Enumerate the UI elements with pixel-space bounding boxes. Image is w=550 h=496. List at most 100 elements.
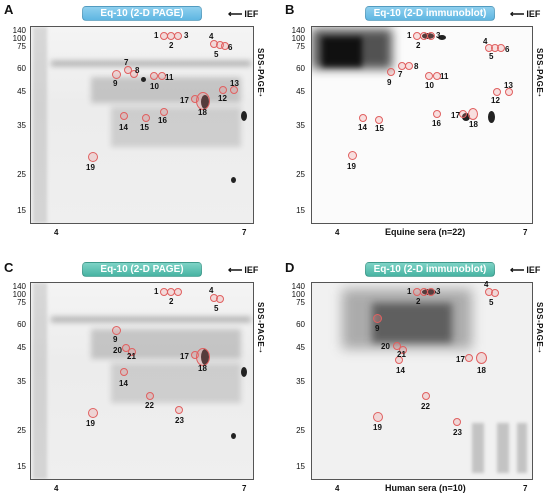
mw-label: 45 [17,343,26,352]
down-arrow-icon: ↓ [537,344,542,355]
ph-left: 4 [335,228,340,237]
mw-label: 15 [17,206,26,215]
spot-label: 3 [184,31,189,40]
panel-letter: C [4,260,14,275]
panel-letter: B [285,2,295,17]
mw-label: 25 [17,170,26,179]
mw-label: 35 [17,121,26,130]
panel-title: Eq-10 (2-D immunoblot) [365,6,495,21]
panel-c: C Eq-10 (2-D PAGE) ⟵ IEF SDS-PAGE ↓ 4 7 1… [0,248,275,496]
spot-label: 17 [456,355,465,364]
ief-label: ⟵ IEF [228,9,259,20]
spot-label: 22 [421,402,430,411]
down-arrow-icon: ↓ [258,344,263,355]
ph-left: 4 [54,228,59,237]
spot-label: 9 [113,79,118,88]
panel-caption: Equine sera (n=22) [385,227,466,237]
spot-label: 22 [145,401,154,410]
spot-label: 13 [230,79,239,88]
spot-label: 1 [407,31,412,40]
spot-label: 15 [140,123,149,132]
spot-label: 3 [436,287,441,296]
mw-label: 25 [17,426,26,435]
spot-label: 21 [397,350,406,359]
spot-label: 21 [127,352,136,361]
spot-label: 18 [469,120,478,129]
down-arrow-icon: ↓ [537,88,542,99]
mw-label: 75 [296,298,305,307]
blot-image [311,282,533,480]
gel-image [30,282,254,480]
spot-label: 13 [504,81,513,90]
spot-label: 12 [491,96,500,105]
mw-label: 35 [296,121,305,130]
spot-label: 17 [451,111,460,120]
mw-label: 100 [291,34,305,43]
mw-label: 140 [12,282,26,291]
panel-b: B Eq-10 (2-D immunoblot) ⟵ IEF SDS-PAGE ↓… [275,0,550,248]
mw-label: 35 [17,377,26,386]
ph-right: 7 [523,228,528,237]
spot-label: 6 [228,43,233,52]
spot-label: 16 [432,119,441,128]
spot-label: 23 [453,428,462,437]
spot-label: 8 [414,62,419,71]
mw-label: 100 [12,34,26,43]
spot-label: 14 [396,366,405,375]
mw-label: 140 [291,282,305,291]
mw-label: 45 [296,343,305,352]
spot-label: 9 [113,335,118,344]
spot-label: 5 [489,52,494,61]
spot-label: 5 [489,298,494,307]
spot-label: 6 [505,45,510,54]
mw-label: 100 [12,290,26,299]
spot-label: 10 [425,81,434,90]
ph-right: 7 [242,228,247,237]
sds-page-label: SDS-PAGE [535,302,544,348]
mw-label: 60 [296,64,305,73]
spot-label: 12 [218,94,227,103]
spot-label: 15 [375,124,384,133]
mw-label: 25 [296,170,305,179]
spot-label: 20 [381,342,390,351]
mw-label: 60 [17,320,26,329]
spot-label: 14 [119,379,128,388]
spot-label: 23 [175,416,184,425]
mw-label: 140 [12,26,26,35]
spot-label: 17 [180,96,189,105]
mw-label: 140 [291,26,305,35]
spot-label: 19 [86,419,95,428]
ph-right: 7 [242,484,247,493]
mw-label: 100 [291,290,305,299]
mw-label: 45 [17,87,26,96]
spot-label: 2 [169,41,174,50]
spot-label: 20 [113,346,122,355]
spot-label: 4 [209,286,214,295]
spot-label: 5 [214,50,219,59]
mw-label: 75 [296,42,305,51]
mw-label: 15 [296,206,305,215]
spot-label: 5 [214,304,219,313]
spot-label: 19 [347,162,356,171]
spot-label: 9 [375,324,380,333]
spot-label: 2 [169,297,174,306]
spot-label: 14 [119,123,128,132]
panel-a: A Eq-10 (2-D PAGE) ⟵ IEF SDS-PAGE ↓ 4 7 1… [0,0,275,248]
spot-label: 1 [154,31,159,40]
spot-label: 10 [150,82,159,91]
mw-label: 75 [17,298,26,307]
spot-label: 19 [86,163,95,172]
panel-title: Eq-10 (2-D PAGE) [82,262,202,277]
spot-label: 11 [440,72,449,81]
panel-caption: Human sera (n=10) [385,483,466,493]
spot-label: 4 [209,32,214,41]
mw-label: 60 [17,64,26,73]
spot-label: 1 [154,287,159,296]
mw-label: 35 [296,377,305,386]
sds-page-label: SDS-PAGE [535,48,544,94]
sds-page-label: SDS-PAGE [256,302,265,348]
ief-label: ⟵ IEF [510,265,541,276]
panel-letter: D [285,260,295,275]
spot-label: 17 [180,352,189,361]
mw-label: 15 [17,462,26,471]
